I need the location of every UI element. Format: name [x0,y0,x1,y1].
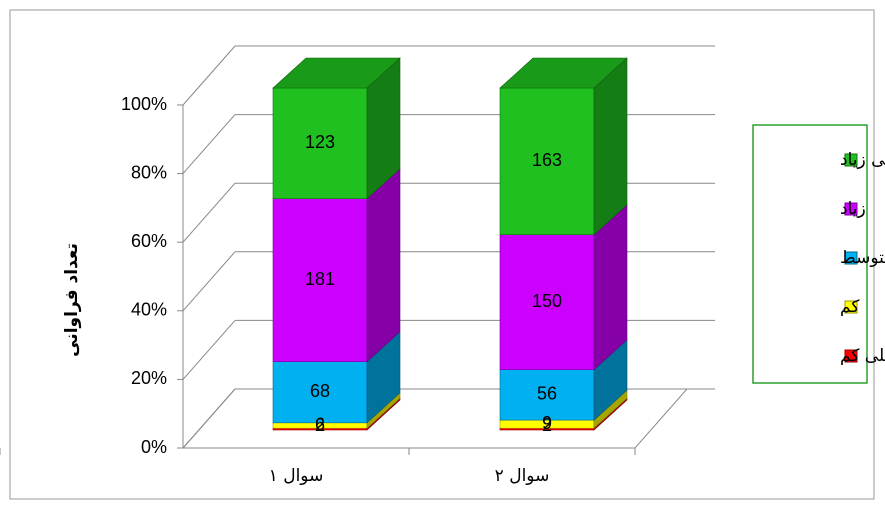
bar-front [499,369,595,421]
y-tick-label: 100% [121,94,167,114]
bar-front [499,234,595,370]
bar-front [272,198,368,362]
x-tick-label: سوال ۱ [269,466,324,486]
data-label: 9 [542,413,552,433]
grid-line [182,251,236,312]
data-label: 68 [310,381,330,401]
y-tick-label: 60% [131,231,167,251]
y-tick-label: 40% [131,300,167,320]
bar-front [499,87,595,235]
grid-line [182,45,236,106]
data-label: 150 [532,291,562,311]
grid-line [182,182,236,243]
legend-label: کم [840,297,860,317]
legend-label: خیلی کم [840,346,885,366]
legend-swatch [844,349,858,363]
legend-swatch [844,202,858,216]
legend-swatch [844,251,858,265]
data-label: 163 [532,150,562,170]
legend-label: زیاد [840,199,866,219]
chart-frame [9,9,875,500]
y-tick-label: 80% [131,162,167,182]
legend-swatch [844,300,858,314]
bar-side [593,57,628,236]
grid-line [182,114,236,174]
data-label: 181 [305,269,335,289]
grid-line [182,388,236,449]
data-label: 6 [315,414,325,434]
y-axis-title: تعداد فراوانی [62,243,82,357]
data-label: 56 [537,384,557,404]
y-tick-label: 20% [131,368,167,388]
bar-front [272,87,368,199]
legend-swatch [844,153,858,167]
bar-top [499,57,628,89]
legend-label: خیلی زیاد [840,150,885,170]
bar-front [272,361,368,424]
bar-side [366,168,401,363]
data-label: 2 [315,415,325,435]
x-tick-label: سوال ۲ [495,466,550,486]
y-tick-label: 0% [141,437,167,457]
data-label: 123 [305,132,335,152]
grid-line [182,320,236,380]
bar-top [272,57,401,89]
data-label: 2 [542,415,552,435]
